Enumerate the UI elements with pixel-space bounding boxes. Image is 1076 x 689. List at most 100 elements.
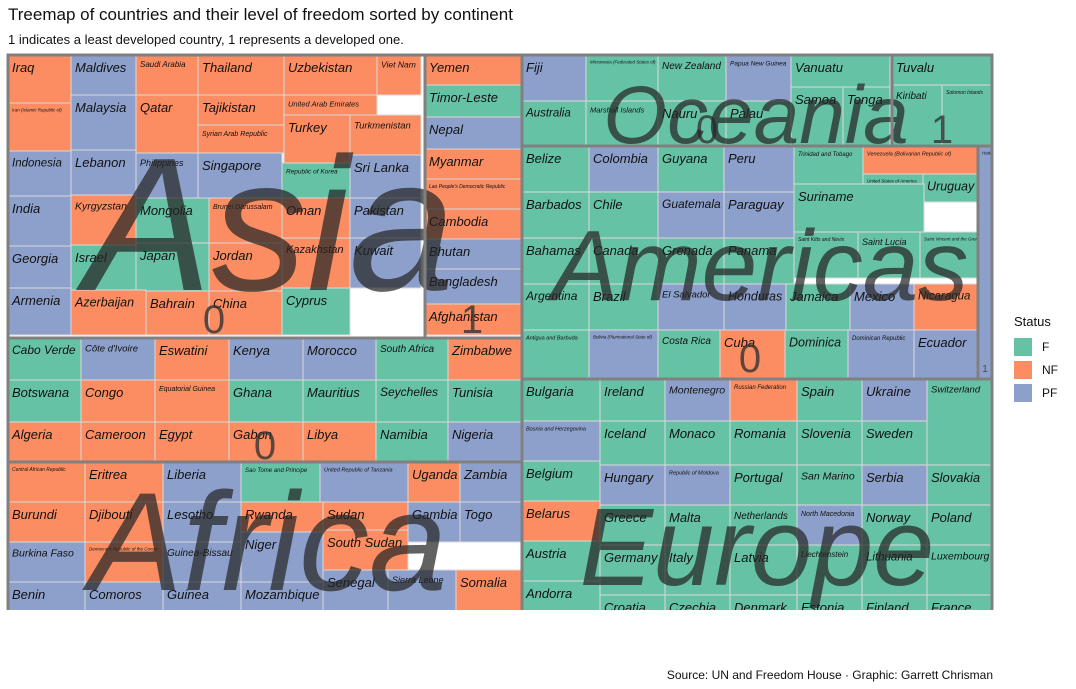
country-rect-denmark (729, 594, 798, 610)
country-label-mexico: Mexico (854, 289, 895, 304)
country-rect-brazil (588, 283, 659, 331)
country-cell-timor-leste: Timor-Leste (424, 84, 523, 118)
country-cell-jordan: Jordan (208, 242, 283, 292)
country-cell-portugal: Portugal (729, 464, 798, 506)
country-label-congo: Congo (85, 385, 123, 400)
country-cell-saint-lucia: Saint Lucia (857, 231, 921, 279)
country-rect-austria (521, 540, 601, 582)
country-rect-azerbaijan (70, 289, 147, 336)
country-label-uruguay: Uruguay (927, 180, 975, 194)
country-rect-lesotho (162, 501, 242, 543)
country-label-sri-lanka: Sri Lanka (354, 160, 409, 175)
country-cell-zambia: Zambia (459, 461, 523, 503)
country-cell-seychelles: Seychelles (375, 379, 449, 423)
country-label-singapore: Singapore (202, 158, 261, 173)
country-cell-burkina-faso: Burkina Faso (7, 541, 86, 583)
country-cell-palau: Palau (725, 100, 792, 147)
country-cell-fiji: Fiji (521, 54, 587, 102)
country-cell-cambodia: Cambodia (424, 208, 523, 240)
country-rect-somalia (455, 569, 523, 610)
country-cell-gabon: Gabon (228, 421, 304, 463)
country-label-guyana: Guyana (662, 151, 708, 166)
country-label-saint-kitts-and-nevis: Saint Kitts and Nevis (798, 237, 845, 243)
country-label-brunei-darussalam: Brunei Darussalam (213, 204, 273, 211)
country-cell-south-sudan: South Sudan (322, 529, 409, 571)
country-rect-dominica (784, 329, 849, 380)
country-rect-libya (302, 421, 377, 463)
country-label-kazakhstan: Kazakhstan (286, 244, 343, 256)
country-rect-saint-lucia (857, 231, 921, 279)
country-label-slovenia: Slovenia (801, 426, 851, 441)
country-label-zimbabwe: Zimbabwe (451, 343, 512, 358)
country-cell-iraq: Iraq (7, 54, 72, 104)
country-cell-san-marino: San Marino (796, 464, 863, 506)
country-rect-cyprus (281, 287, 351, 336)
country-label-andorra: Andorra (525, 586, 572, 601)
country-rect-algeria (7, 421, 82, 463)
country-cell-czechia: Czechia (664, 594, 731, 610)
country-label-azerbaijan: Azerbaijan (74, 296, 134, 310)
country-label-micronesia-federated-states-of: Micronesia (Federated States of) (590, 60, 656, 65)
country-cell-oman: Oman (281, 197, 351, 239)
country-cell-viet-nam: Viet Nam (376, 54, 422, 96)
country-rect-seychelles (375, 379, 449, 423)
country-label-saudi-arabia: Saudi Arabia (140, 60, 186, 69)
country-rect-central-african-republic (7, 461, 86, 503)
country-label-south-sudan: South Sudan (327, 535, 402, 550)
country-cell-belarus: Belarus (521, 500, 601, 542)
country-rect-united-republic-of-tanzania (319, 461, 409, 503)
country-cell-south-africa: South Africa (375, 337, 449, 381)
country-label-algeria: Algeria (11, 427, 52, 442)
country-cell-eswatini: Eswatini (154, 337, 230, 381)
country-cell-sweden: Sweden (861, 420, 928, 466)
country-label-myanmar: Myanmar (429, 154, 484, 169)
country-cell-uganda: Uganda (407, 461, 461, 503)
country-cell-gambia: Gambia (407, 501, 461, 543)
country-rect-micronesia-federated-states-of (585, 54, 659, 102)
country-rect-belgium (521, 460, 601, 502)
cells-layer: Iraq Maldives Saudi Arabia Thailand Uzbekist… (7, 54, 993, 610)
country-label-mongolia: Mongolia (140, 203, 193, 218)
country-cell-lithuania: Lithuania (861, 544, 928, 596)
country-label-uganda: Uganda (412, 467, 458, 482)
country-label-israel: Israel (75, 250, 108, 265)
country-cell-ireland: Ireland (599, 378, 666, 422)
country-cell-united-republic-of-tanzania: United Republic of Tanzania (319, 461, 409, 503)
country-cell-barbados: Barbados (521, 191, 590, 239)
legend-label-nf: NF (1042, 362, 1058, 377)
country-label-central-african-republic: Central African Republic (12, 467, 66, 473)
ldc-label-americas-0: 0 (739, 337, 761, 381)
country-rect-gabon (228, 421, 304, 463)
country-label-colombia: Colombia (593, 151, 648, 166)
country-label-lebanon: Lebanon (75, 155, 126, 170)
country-rect-timor-leste (424, 84, 523, 118)
country-cell-tuvalu: Tuvalu (891, 54, 993, 86)
country-label-barbados: Barbados (526, 197, 582, 212)
country-label-paraguay: Paraguay (728, 197, 785, 212)
country-cell-central-african-republic: Central African Republic (7, 461, 86, 503)
country-label-united-arab-emirates: United Arab Emirates (288, 100, 359, 109)
country-label-yemen: Yemen (429, 60, 469, 75)
country-label-equatorial-guinea: Equatorial Guinea (159, 386, 215, 393)
country-rect-finland (861, 594, 928, 610)
country-cell-monaco: Monaco (664, 420, 731, 466)
country-cell-sierra-leone: Sierra Leone (387, 569, 457, 610)
country-label-norway: Norway (866, 510, 912, 525)
country-rect-niger (240, 531, 324, 583)
country-label-pakistan: Pakistan (354, 203, 404, 218)
country-rect-italy (664, 544, 731, 596)
country-cell-greece: Greece (599, 504, 666, 546)
country-label-tajikistan: Tajikistan (202, 100, 256, 115)
legend-label-pf: PF (1042, 385, 1058, 400)
country-cell-pakistan: Pakistan (349, 197, 422, 239)
country-cell-togo: Togo (459, 501, 523, 543)
country-rect-sao-tome-and-principe (240, 461, 321, 503)
country-rect-nigeria (447, 421, 523, 463)
country-cell-egypt: Egypt (154, 421, 230, 463)
country-label-liberia: Liberia (167, 467, 206, 482)
country-cell-romania: Romania (729, 420, 798, 466)
country-label-kuwait: Kuwait (354, 243, 394, 258)
country-label-rwanda: Rwanda (245, 507, 293, 522)
country-rect-djibouti (84, 501, 164, 543)
country-label-el-salvador: El Salvador (662, 290, 711, 301)
